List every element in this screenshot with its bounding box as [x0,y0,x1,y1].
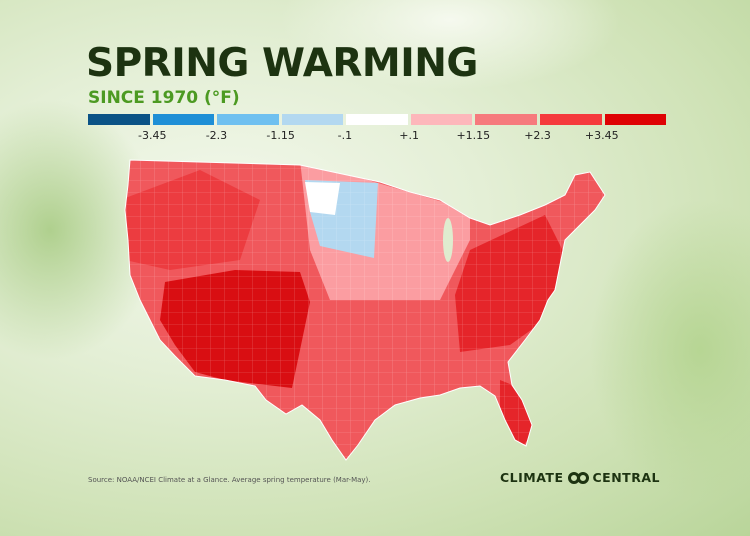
color-legend: -3.45 -2.3 -1.15 -.1 +.1 +1.15 +2.3 +3.45 [88,114,667,145]
legend-swatch [604,114,667,125]
legend-tick-label: +.1 [399,129,419,142]
source-note: Source: NOAA/NCEI Climate at a Glance. A… [88,476,371,484]
county-borders [125,160,605,460]
legend-tick-label: -1.15 [266,129,295,142]
legend-swatch [346,114,408,125]
logo-text-right: CENTRAL [592,470,660,485]
page-title: SPRING WARMING [86,41,478,86]
legend-swatch [152,114,215,125]
legend-tick-label: +1.15 [456,129,491,142]
climate-central-logo: CLIMATE CENTRAL [500,470,660,485]
legend-tick-label: +2.3 [524,129,551,142]
legend-swatch [539,114,602,125]
legend-swatch [410,114,473,125]
logo-text-left: CLIMATE [500,470,564,485]
legend-swatch [88,114,150,125]
legend-tick-label: -3.45 [137,129,167,142]
legend-tick-label: -2.3 [205,129,228,142]
legend-swatch [281,114,344,125]
page-subtitle: SINCE 1970 (°F) [88,88,240,108]
lake-michigan [443,218,453,262]
legend-tick-label: -.1 [337,129,353,142]
logo-rings-icon [567,471,589,484]
legend-tick-label: +3.45 [584,129,619,142]
legend-swatch [217,114,279,125]
legend-swatch [475,114,537,125]
